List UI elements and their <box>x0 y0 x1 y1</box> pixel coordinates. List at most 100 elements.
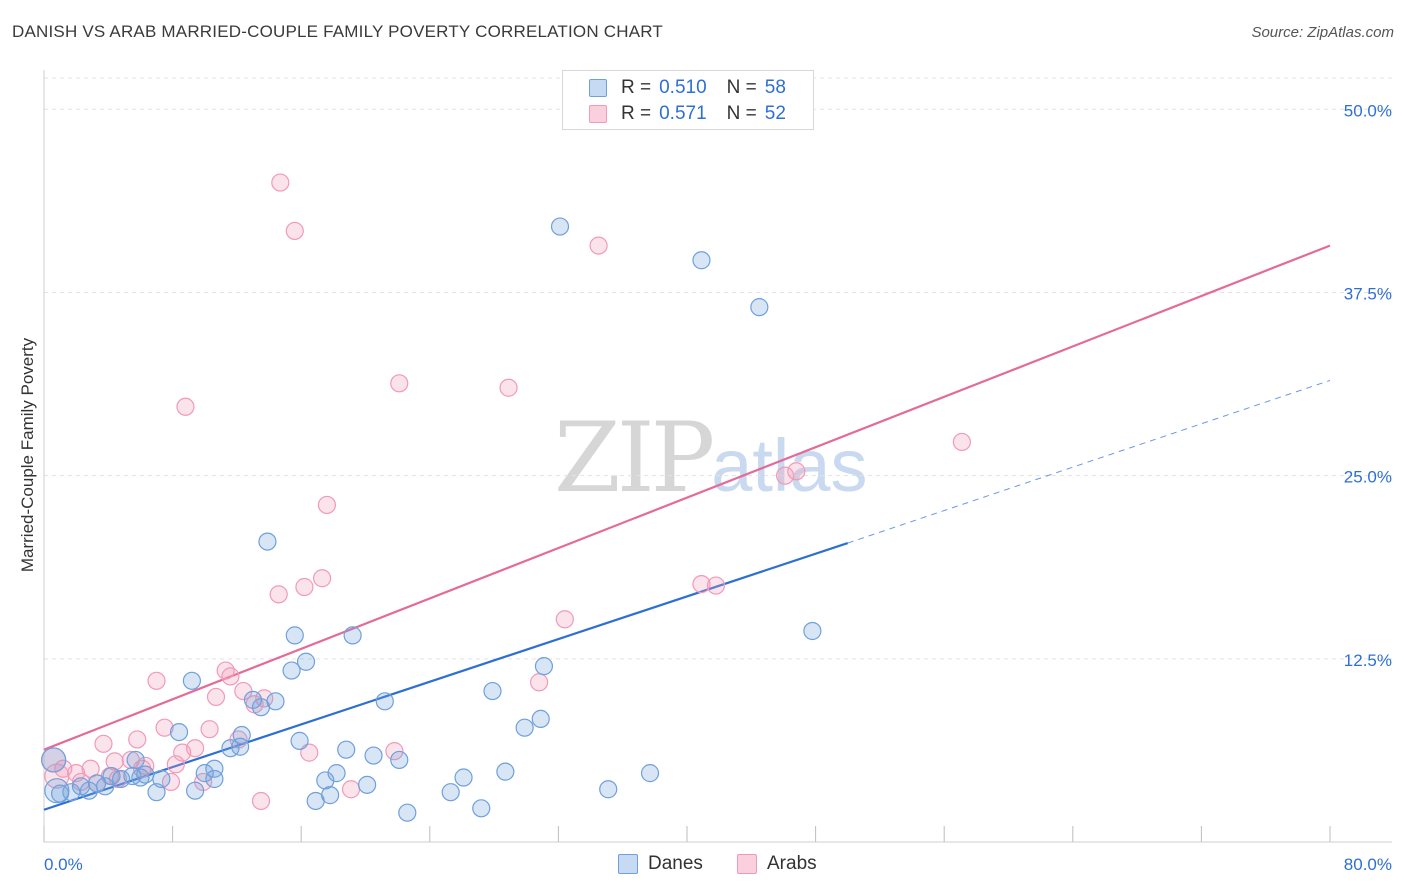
point-danes-45 <box>496 762 515 781</box>
tick-labels: 12.5% 25.0% 37.5% 50.0% 0.0% 80.0% <box>44 101 1392 874</box>
point-danes-7 <box>95 777 115 796</box>
point-danes-42 <box>454 768 473 787</box>
point-danes-15 <box>169 722 189 742</box>
point-danes-25 <box>266 692 285 711</box>
legend-n-label: N = <box>726 77 757 98</box>
point-danes-37 <box>364 746 383 765</box>
point-arabs-33 <box>285 221 304 241</box>
legend-swatch-danes <box>589 79 607 97</box>
point-danes-48 <box>534 657 554 676</box>
point-danes-39 <box>390 750 409 770</box>
point-danes-26 <box>282 661 301 680</box>
point-danes-32 <box>321 786 340 805</box>
point-danes-17 <box>195 764 214 783</box>
point-arabs-46 <box>706 576 726 595</box>
point-danes-1 <box>44 778 70 804</box>
point-arabs-14 <box>147 671 166 690</box>
watermark-zip: ZIP <box>554 402 715 514</box>
point-danes-29 <box>296 652 316 671</box>
point-danes-34 <box>337 740 356 759</box>
trend-line-danes <box>43 542 849 811</box>
point-danes-57 <box>126 750 145 770</box>
point-arabs-34 <box>295 577 314 597</box>
point-danes-56 <box>231 737 250 756</box>
axes <box>43 70 1392 843</box>
point-danes-46 <box>515 718 534 737</box>
series-danes <box>41 217 822 822</box>
source-label: Source: ZipAtlas.com <box>1251 24 1394 41</box>
legend-r-label: R = <box>621 103 652 124</box>
point-arabs-22 <box>200 720 219 739</box>
point-arabs-47 <box>775 466 795 485</box>
point-danes-12 <box>136 765 155 784</box>
point-danes-3 <box>62 783 81 802</box>
trend-line-arabs <box>43 244 1331 751</box>
grid-lines <box>44 77 1392 660</box>
legend-r-label: R = <box>621 77 652 98</box>
correlation-legend: R = 0.510 N = 58 R = 0.571 N = 52 <box>562 70 814 130</box>
y-tick-label-0: 12.5% <box>1344 651 1392 670</box>
point-arabs-49 <box>952 432 971 452</box>
legend-row-danes: R = 0.510 N = 58 <box>589 76 786 100</box>
point-danes-28 <box>290 731 309 750</box>
point-arabs-39 <box>385 742 404 761</box>
legend-n-value-danes: 58 <box>764 77 786 98</box>
bottom-legend-danes: Danes <box>618 852 703 876</box>
point-danes-41 <box>441 783 460 802</box>
point-danes-24 <box>258 532 277 551</box>
chart-title: DANISH VS ARAB MARRIED-COUPLE FAMILY POV… <box>12 22 663 41</box>
point-arabs-24 <box>216 661 235 680</box>
y-axis-label: Married-Couple Family Poverty <box>18 337 37 573</box>
point-arabs-44 <box>589 236 608 255</box>
point-danes-44 <box>483 681 502 701</box>
point-danes-16 <box>186 781 205 800</box>
point-arabs-45 <box>692 574 711 594</box>
point-arabs-17 <box>166 755 185 774</box>
bottom-legend-label-danes: Danes <box>648 853 703 874</box>
point-danes-18 <box>205 769 224 789</box>
point-danes-55 <box>182 671 201 690</box>
point-arabs-19 <box>176 397 195 416</box>
legend-r-value-arabs: 0.571 <box>659 103 707 124</box>
point-arabs-48 <box>787 462 806 481</box>
point-arabs-20 <box>186 739 205 758</box>
point-arabs-42 <box>530 673 549 692</box>
point-arabs-41 <box>499 378 518 397</box>
point-danes-0 <box>41 747 67 773</box>
trend-lines <box>43 244 1331 811</box>
x-tick-label-1: 80.0% <box>1344 855 1392 874</box>
legend-r-value-danes: 0.510 <box>659 77 707 98</box>
point-arabs-31 <box>269 585 288 604</box>
point-danes-53 <box>750 298 769 317</box>
point-danes-51 <box>640 764 660 783</box>
legend-n-value-arabs: 52 <box>764 103 786 124</box>
bottom-legend-swatch-arabs <box>737 854 757 874</box>
point-danes-43 <box>472 799 491 818</box>
point-arabs-25 <box>221 667 240 686</box>
bottom-legend-label-arabs: Arabs <box>767 853 817 874</box>
x-tick-label-0: 0.0% <box>44 855 83 874</box>
point-danes-38 <box>375 692 394 711</box>
point-arabs-35 <box>300 743 319 762</box>
point-danes-52 <box>692 251 711 270</box>
point-arabs-23 <box>206 687 226 707</box>
point-arabs-11 <box>128 730 147 749</box>
point-danes-31 <box>316 771 335 790</box>
y-tick-label-1: 25.0% <box>1344 468 1392 487</box>
point-danes-27 <box>285 626 304 645</box>
point-arabs-29 <box>251 791 271 811</box>
point-arabs-43 <box>555 610 574 629</box>
bottom-legend-arabs: Arabs <box>737 852 817 876</box>
point-danes-54 <box>803 621 822 641</box>
y-tick-label-2: 37.5% <box>1344 284 1392 303</box>
series-arabs <box>41 173 971 811</box>
point-danes-50 <box>599 780 618 799</box>
point-arabs-7 <box>94 734 113 753</box>
legend-row-arabs: R = 0.571 N = 52 <box>589 102 786 126</box>
point-arabs-40 <box>390 374 409 393</box>
point-danes-36 <box>358 775 377 794</box>
legend-n-label: N = <box>726 103 757 124</box>
point-danes-9 <box>112 769 131 789</box>
point-danes-20 <box>221 739 240 758</box>
point-danes-49 <box>550 217 570 236</box>
